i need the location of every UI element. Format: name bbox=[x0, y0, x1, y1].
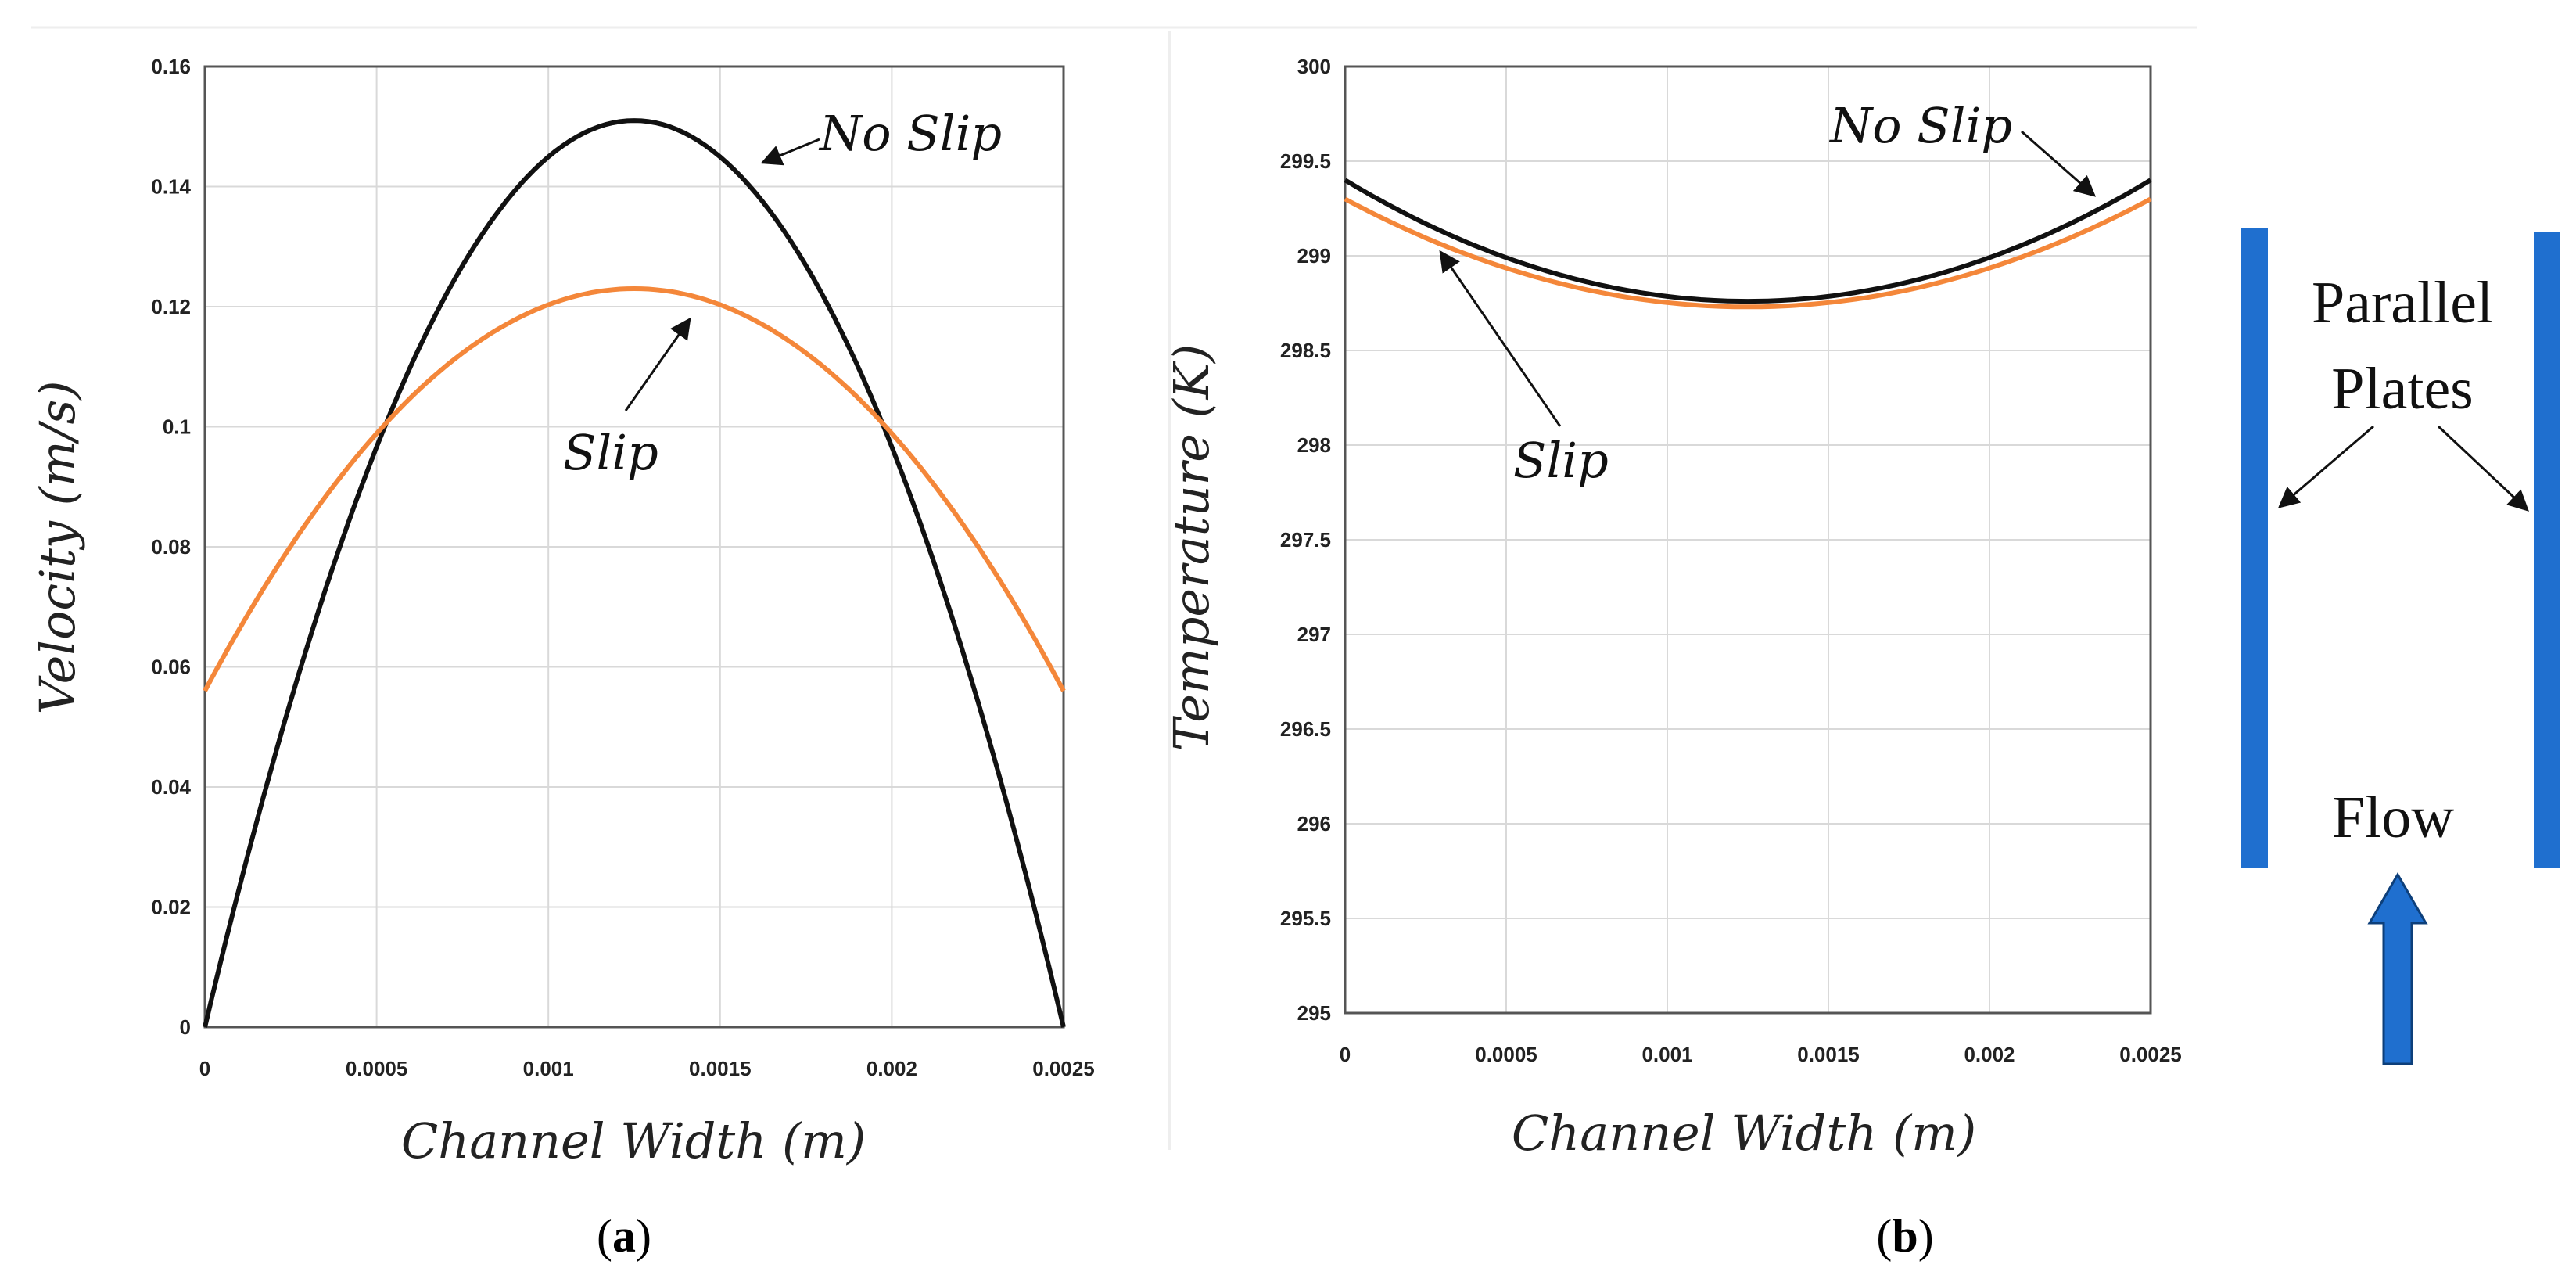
panel-b-y-tick-label: 296 bbox=[1297, 812, 1331, 835]
panel-b-y-tick-label: 296.5 bbox=[1280, 717, 1331, 741]
panel-b-x-tick-label: 0.0025 bbox=[2119, 1043, 2182, 1066]
panel-a-x-tick-label: 0.001 bbox=[523, 1057, 574, 1080]
panel-a-caption-letter: a bbox=[612, 1210, 636, 1262]
panel-a-plot-frame bbox=[203, 65, 1065, 1029]
panel-b-y-tick-label: 295 bbox=[1297, 1001, 1331, 1025]
panel-a-caption: (a) bbox=[597, 1210, 651, 1262]
panel-a-y-tick-label: 0.12 bbox=[151, 295, 191, 318]
left-plate bbox=[2241, 228, 2268, 868]
panel-b-caption-open: ( bbox=[1876, 1210, 1892, 1262]
panel-a-y-tick-label: 0.04 bbox=[151, 775, 191, 799]
panel-b-caption-letter: b bbox=[1892, 1210, 1918, 1262]
panel-a-annotation-no-slip: No Slip bbox=[818, 105, 1002, 162]
panel-b-series bbox=[1344, 178, 2152, 310]
panel-b-y-ticks: 295 295.5 296 296.5 297 297.5 298 298.5 299 299.5… bbox=[1280, 55, 1331, 1025]
panel-b-y-tick-label: 298 bbox=[1297, 433, 1331, 457]
panel-a-annotation-slip: Slip bbox=[563, 424, 658, 481]
panel-b-x-tick-label: 0 bbox=[1340, 1043, 1351, 1066]
panel-a-x-tick-label: 0.002 bbox=[866, 1057, 917, 1080]
panel-b-y-tick-label: 300 bbox=[1297, 55, 1331, 78]
panel-a-x-tick-label: 0 bbox=[199, 1057, 210, 1080]
panel-a-y-tick-label: 0.14 bbox=[151, 175, 191, 199]
panel-b-annotation-slip-arrow bbox=[1439, 250, 1562, 427]
panel-b-annotation-no-slip: No Slip bbox=[1828, 97, 2012, 154]
panel-b-y-tick-label: 299.5 bbox=[1280, 149, 1331, 173]
panel-b-y-tick-label: 297.5 bbox=[1280, 528, 1331, 551]
panel-b-y-tick-label: 297 bbox=[1297, 623, 1331, 646]
panel-a-series-slip-line bbox=[203, 286, 1066, 692]
panel-b-x-tick-label: 0.0015 bbox=[1797, 1043, 1860, 1066]
panel-a-annotation-no-slip-arrow bbox=[760, 138, 820, 166]
panel-a-x-tick-label: 0.0005 bbox=[346, 1057, 408, 1080]
panel-a-y-tick-label: 0.02 bbox=[151, 896, 191, 919]
panel-a-y-tick-label: 0.1 bbox=[163, 415, 191, 439]
panel-b-plot-frame bbox=[1344, 65, 2152, 1015]
schematic-label-flow: Flow bbox=[2332, 785, 2454, 850]
panel-a-x-tick-label: 0.0015 bbox=[689, 1057, 752, 1080]
panel-a-y-tick-label: 0.06 bbox=[151, 656, 191, 679]
left-plate-pointer bbox=[2277, 425, 2374, 508]
schematic-label-plates: Plates bbox=[2331, 356, 2474, 422]
flow-arrow-icon bbox=[2367, 872, 2428, 1065]
panel-b-temperature-chart: 295 295.5 296 296.5 297 297.5 298 298.5 299 299.5… bbox=[1163, 55, 2182, 1162]
panel-a-y-axis-title: Velocity (m/s) bbox=[29, 380, 86, 714]
panel-a-series-no-slip-line bbox=[203, 118, 1066, 1028]
panel-b-annotation-no-slip-arrow bbox=[2021, 130, 2097, 197]
panel-a-velocity-chart: 0 0.02 0.04 0.06 0.08 0.1 0.12 0.14 0.16 0 0.0005… bbox=[29, 55, 1095, 1169]
panel-a-series bbox=[203, 118, 1066, 1028]
panel-b-y-tick-label: 298.5 bbox=[1280, 339, 1331, 362]
panel-a-annotation-slip-arrow bbox=[624, 317, 691, 411]
right-plate-pointer bbox=[2437, 425, 2529, 512]
panel-a-caption-close: ) bbox=[636, 1210, 651, 1262]
panel-b-x-tick-label: 0.0005 bbox=[1475, 1043, 1537, 1066]
panel-b-x-ticks: 0 0.0005 0.001 0.0015 0.002 0.0025 bbox=[1340, 1043, 2182, 1066]
right-plate bbox=[2534, 232, 2560, 868]
panel-a-y-tick-label: 0.16 bbox=[151, 55, 191, 78]
panel-b-x-tick-label: 0.001 bbox=[1641, 1043, 1692, 1066]
panel-a-y-ticks: 0 0.02 0.04 0.06 0.08 0.1 0.12 0.14 0.16 bbox=[151, 55, 191, 1039]
panel-b-x-tick-label: 0.002 bbox=[1964, 1043, 2015, 1066]
panel-b-series-no-slip-line bbox=[1344, 178, 2152, 304]
panel-b-caption: (b) bbox=[1876, 1210, 1933, 1262]
panel-a-y-tick-label: 0 bbox=[180, 1015, 191, 1039]
panel-b-annotation-slip: Slip bbox=[1513, 432, 1609, 489]
schematic-label-parallel: Parallel bbox=[2312, 270, 2493, 336]
panel-a-x-axis-title: Channel Width (m) bbox=[401, 1112, 866, 1169]
panel-b-series-slip-line bbox=[1344, 196, 2152, 310]
panel-b-y-axis-title: Temperature (K) bbox=[1163, 344, 1220, 752]
panel-a-x-ticks: 0 0.0005 0.001 0.0015 0.002 0.0025 bbox=[199, 1057, 1095, 1080]
panel-b-caption-close: ) bbox=[1918, 1210, 1934, 1262]
panel-a-y-tick-label: 0.08 bbox=[151, 535, 191, 559]
panel-b-y-tick-label: 295.5 bbox=[1280, 907, 1331, 930]
panel-a-caption-open: ( bbox=[597, 1210, 612, 1262]
panel-b-y-tick-label: 299 bbox=[1297, 244, 1331, 268]
parallel-plates-schematic: Parallel Plates Flow bbox=[2241, 228, 2560, 1065]
panel-a-x-tick-label: 0.0025 bbox=[1032, 1057, 1095, 1080]
panel-b-x-axis-title: Channel Width (m) bbox=[1512, 1105, 1976, 1162]
